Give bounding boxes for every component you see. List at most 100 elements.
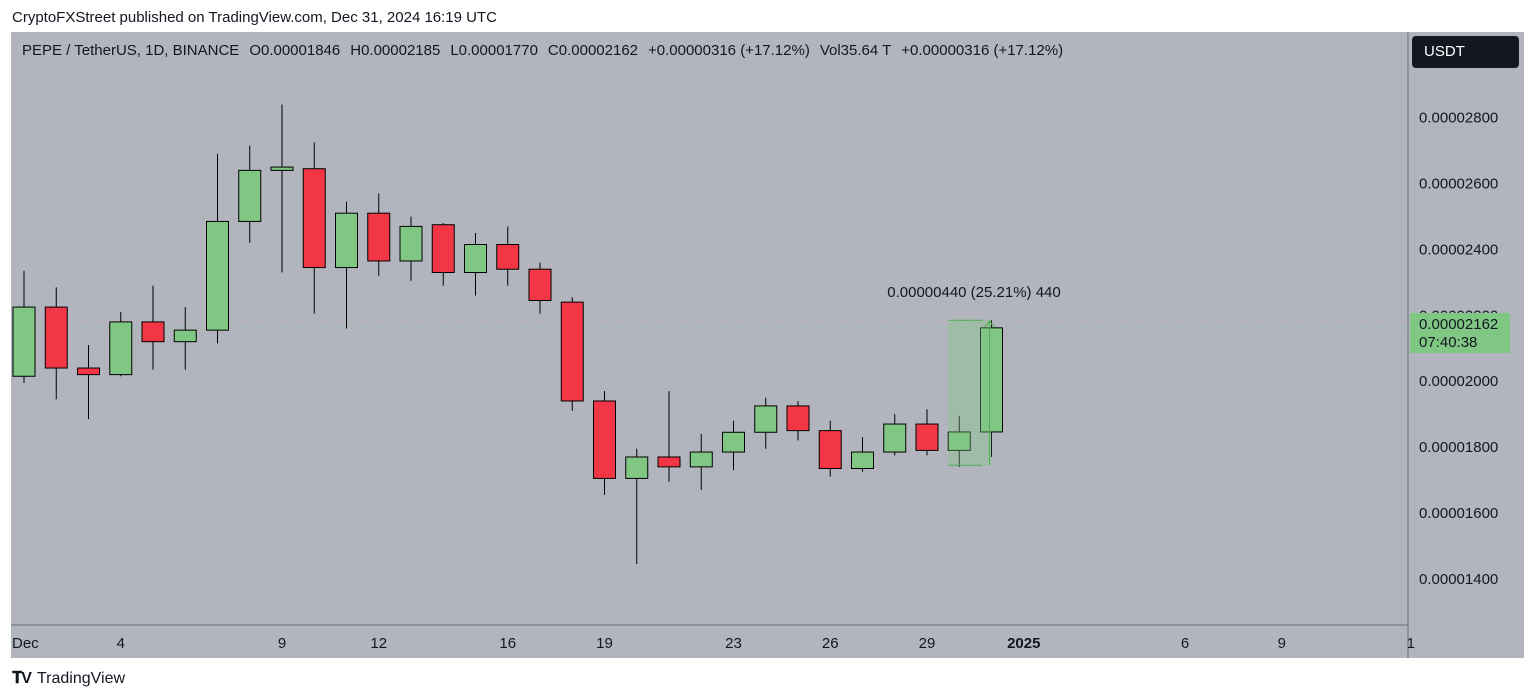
date-tick-label: Dec: [12, 635, 39, 652]
bearish-candle-body: [560, 301, 584, 402]
ohlc-legend: PEPE / TetherUS, 1D, BINANCE O0.00001846 H…: [22, 42, 1063, 59]
bearish-candle-body: [915, 423, 939, 451]
date-tick-label: 16: [499, 635, 516, 652]
candle: [915, 409, 939, 456]
bearish-candle-body: [818, 430, 842, 470]
date-tick-label: 2025: [1007, 635, 1040, 652]
date-tick-label: 4: [117, 635, 125, 652]
candle: [12, 270, 36, 383]
date-tick-label: 19: [596, 635, 613, 652]
time-axis[interactable]: Dec 4 9 12 16 19 23 26 29 2025 6 9 1: [12, 635, 1415, 652]
price-tick-label: 0.00002400: [1419, 241, 1498, 258]
candle: [238, 145, 262, 243]
tradingview-logo-icon: 𝐓V: [12, 670, 32, 687]
bearish-candle-body: [431, 224, 455, 273]
candle: [754, 397, 778, 449]
volume-change-value: +0.00000316 (+17.12%): [901, 42, 1064, 59]
bullish-candle-body: [173, 329, 197, 343]
bullish-candle-body: [109, 321, 133, 376]
price-tick-label: 0.00001600: [1419, 505, 1498, 522]
candle: [657, 391, 681, 482]
price-tick-label: 0.00001800: [1419, 439, 1498, 456]
bullish-candle-body: [12, 306, 36, 377]
bearish-candle-body: [44, 306, 68, 369]
brand[interactable]: 𝐓V TradingView: [12, 670, 125, 688]
high-value: H0.00002185: [350, 42, 441, 59]
bullish-candle-body: [399, 225, 423, 262]
date-tick-label: 23: [725, 635, 742, 652]
price-tick-label: 0.00001400: [1419, 571, 1498, 588]
candle: [270, 104, 294, 273]
chart-pane[interactable]: [11, 32, 1524, 658]
bearish-candle-body: [496, 243, 520, 270]
candle: [335, 201, 358, 329]
bearish-candle-body: [141, 321, 165, 343]
candle: [141, 285, 165, 370]
volume-value: Vol35.64 T: [819, 42, 892, 59]
candle: [431, 223, 455, 286]
bullish-candle-body: [851, 451, 874, 470]
date-tick-label: 29: [919, 635, 936, 652]
price-tick-label: 0.00002800: [1419, 110, 1498, 127]
bearish-candle-body: [657, 456, 681, 468]
open-value: O0.00001846: [249, 42, 341, 59]
current-price-tag: 0.00002162 07:40:38: [1410, 313, 1510, 353]
bearish-candle-body: [77, 367, 100, 376]
bullish-candle-body: [335, 212, 358, 269]
bullish-candle-body: [238, 169, 262, 222]
measure-label: 0.00000440 (25.21%) 440: [887, 284, 1060, 301]
close-value: C0.00002162: [547, 42, 639, 59]
bearish-candle-body: [528, 268, 552, 301]
bullish-candle-body: [883, 423, 907, 453]
candle: [947, 415, 971, 467]
bearish-candle-body: [302, 168, 326, 269]
candle: [302, 142, 326, 314]
price-tick-label: 0.00002600: [1419, 176, 1498, 193]
measure-tool[interactable]: 0.00000440 (25.21%) 440: [887, 284, 1061, 466]
bearish-candle-body: [593, 400, 616, 479]
candle: [173, 307, 197, 370]
date-tick-label: 9: [1278, 635, 1286, 652]
bullish-candle-body: [206, 220, 229, 331]
candle: [625, 448, 649, 565]
bullish-candle-body: [464, 243, 487, 273]
price-tick-label: 0.00002000: [1419, 373, 1498, 390]
candle: [109, 312, 133, 377]
low-value: L0.00001770: [450, 42, 538, 59]
date-tick-label: 12: [370, 635, 387, 652]
measure-arrow-head: [984, 320, 995, 328]
candle: [77, 344, 100, 420]
candle: [367, 193, 391, 276]
candles[interactable]: [12, 104, 1003, 565]
candle: [980, 320, 1003, 457]
candle: [689, 433, 713, 490]
bullish-candle-body: [625, 456, 649, 479]
date-tick-label: 26: [822, 635, 839, 652]
date-tick-label: 9: [278, 635, 286, 652]
candle: [883, 414, 907, 456]
candle: [206, 153, 229, 344]
candle: [786, 400, 810, 441]
bullish-candle-body: [689, 451, 713, 468]
candle: [851, 437, 874, 472]
bullish-candle-body: [754, 405, 778, 433]
candle: [464, 232, 487, 296]
bullish-candle-body: [947, 431, 971, 451]
measure-range-box: [948, 320, 992, 466]
candle: [818, 420, 842, 477]
symbol-title[interactable]: PEPE / TetherUS, 1D, BINANCE: [22, 42, 240, 59]
bearish-candle-body: [786, 405, 810, 432]
bearish-candle-body: [367, 212, 391, 262]
date-tick-label: 6: [1181, 635, 1189, 652]
brand-name: TradingView: [36, 670, 126, 687]
current-price-value: 0.00002162: [1419, 316, 1499, 333]
bullish-candle-body: [722, 431, 745, 453]
currency-button[interactable]: USDT: [1412, 36, 1519, 68]
candle: [560, 297, 584, 411]
candle: [722, 420, 745, 471]
candle: [44, 287, 68, 400]
published-info: CryptoFXStreet published on TradingView.…: [12, 9, 497, 26]
bar-countdown: 07:40:38: [1419, 334, 1478, 351]
candle: [399, 216, 423, 281]
